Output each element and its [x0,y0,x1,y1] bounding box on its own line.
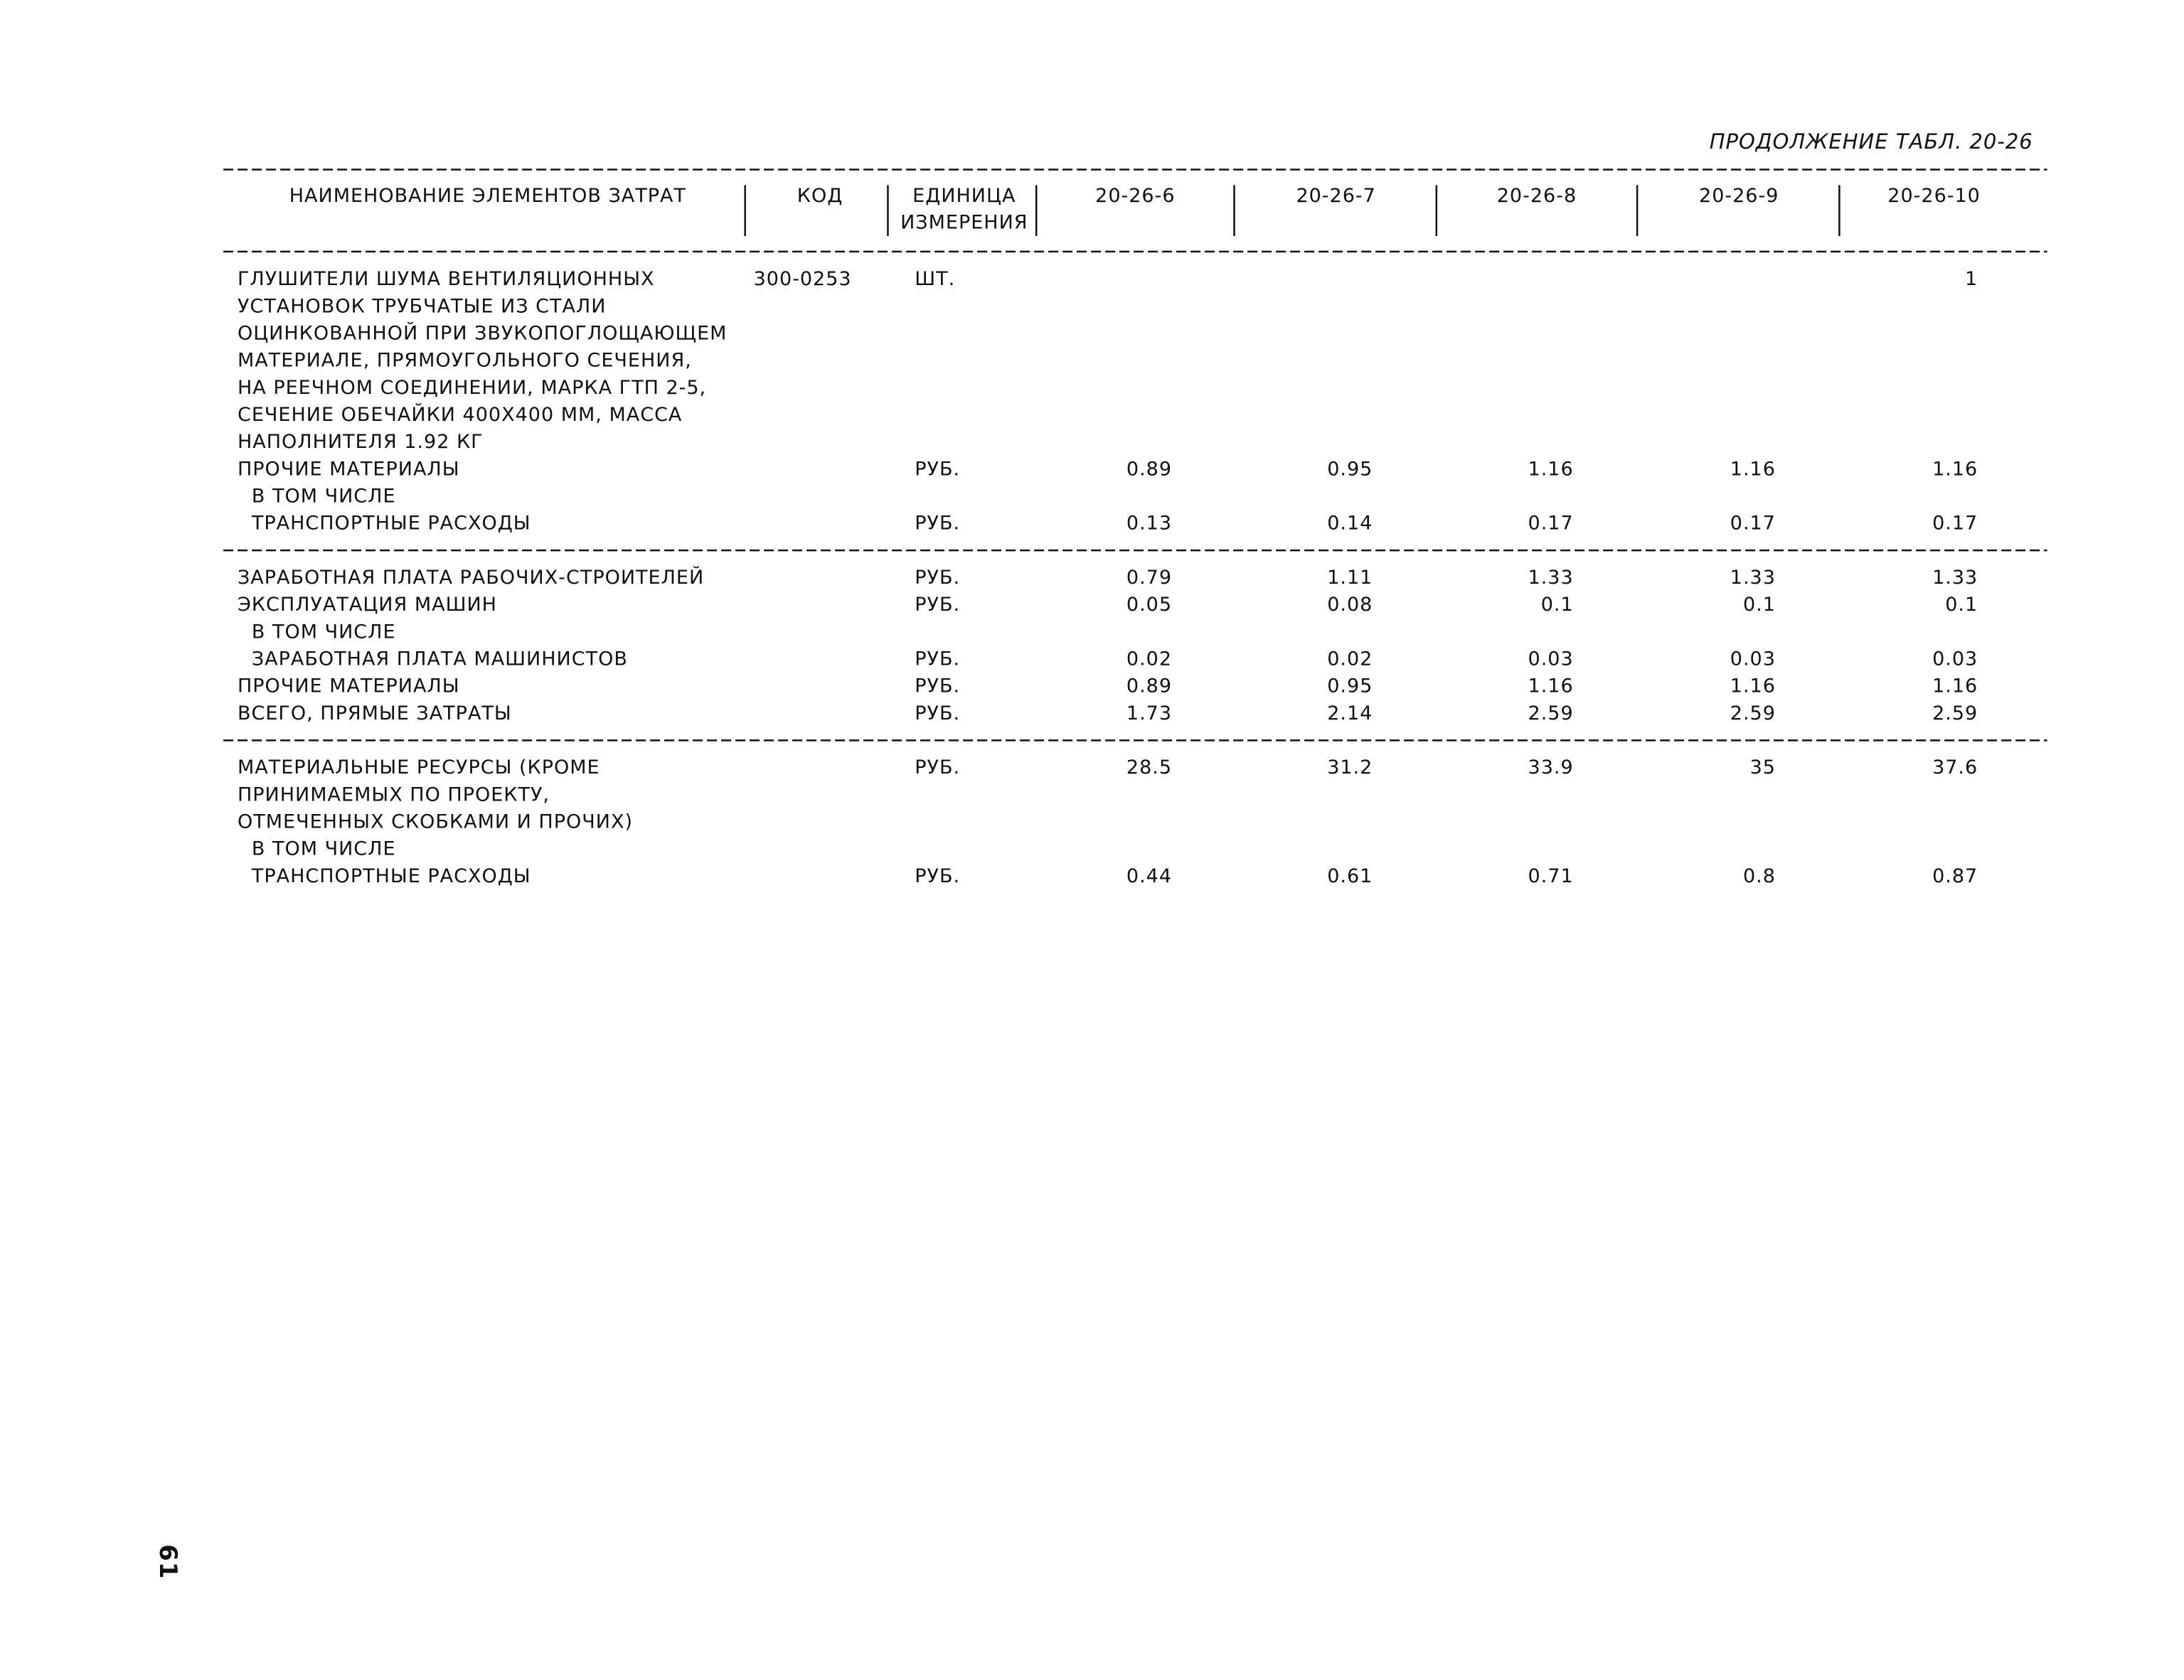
value: 0.03 [1528,648,1574,670]
column-header: 20-26-9 [1699,185,1779,207]
item-name: В ТОМ ЧИСЛЕ [252,838,396,860]
value: 0.14 [1327,513,1373,535]
header-unit: ИЗМЕРЕНИЯ [900,212,1028,234]
value: 0.95 [1327,458,1373,480]
unit: РУБ. [915,675,960,697]
item-name: ВСЕГО, ПРЯМЫЕ ЗАТРАТЫ [238,702,512,724]
item-name: В ТОМ ЧИСЛЕ [252,485,396,507]
value: 1.33 [1730,567,1776,589]
column-header: 20-26-7 [1296,185,1375,207]
value: 1.16 [1528,675,1574,697]
value: 1.11 [1327,567,1373,589]
value: 0.79 [1126,567,1172,589]
unit: РУБ. [915,458,960,480]
item-name: ГЛУШИТЕЛИ ШУМА ВЕНТИЛЯЦИОННЫХ [238,268,655,290]
item-name: ТРАНСПОРТНЫЕ РАСХОДЫ [251,513,531,535]
code: 300-0253 [754,268,852,290]
value: 1.16 [1528,458,1574,480]
value: 35 [1750,756,1776,779]
unit: РУБ. [915,865,960,887]
item-name: ОЦИНКОВАННОЙ ПРИ ЗВУКОПОГЛОЩАЮЩЕМ [238,321,727,344]
unit: РУБ. [915,702,960,724]
header-code: КОД [797,185,843,207]
value: 1 [1965,268,1978,290]
unit: ШТ. [915,268,955,290]
value: 31.2 [1327,756,1373,779]
item-name: ПРОЧИЕ МАТЕРИАЛЫ [238,675,460,697]
value: 28.5 [1126,756,1172,779]
value: 1.16 [1932,458,1978,480]
item-name: УСТАНОВОК ТРУБЧАТЫЕ ИЗ СТАЛИ [238,295,606,317]
value: 2.59 [1528,702,1574,724]
column-header: 20-26-8 [1497,185,1577,207]
value: 1.16 [1730,458,1776,480]
value: 0.1 [1945,594,1978,616]
value: 37.6 [1932,756,1978,779]
item-name: ПРИНИМАЕМЫХ ПО ПРОЕКТУ, [238,783,550,806]
value: 0.08 [1327,594,1373,616]
column-header: 20-26-6 [1095,185,1175,207]
value: 0.13 [1126,513,1172,535]
value: 1.33 [1932,567,1978,589]
item-name: МАТЕРИАЛЬНЫЕ РЕСУРСЫ (КРОМЕ [238,756,600,779]
item-name: ЗАРАБОТНАЯ ПЛАТА МАШИНИСТОВ [252,648,628,670]
item-name: ЭКСПЛУАТАЦИЯ МАШИН [238,594,497,616]
value: 0.03 [1932,648,1978,670]
item-name: МАТЕРИАЛЕ, ПРЯМОУГОЛЬНОГО СЕЧЕНИЯ, [238,350,692,372]
unit: РУБ. [915,513,960,535]
column-header: 20-26-10 [1887,185,1981,207]
header-unit: ЕДИНИЦА [912,185,1016,207]
value: 1.33 [1528,567,1574,589]
value: 33.9 [1528,756,1574,779]
value: 1.73 [1126,702,1172,724]
value: 0.17 [1730,513,1776,535]
value: 2.14 [1327,702,1373,724]
item-name: НА РЕЕЧНОМ СОЕДИНЕНИИ, МАРКА ГТП 2-5, [238,377,706,399]
value: 0.87 [1932,865,1978,887]
page-number: 61 [154,1544,182,1579]
value: 0.44 [1126,865,1172,887]
item-name: НАПОЛНИТЕЛЯ 1.92 КГ [238,431,484,453]
unit: РУБ. [915,648,960,670]
value: 0.71 [1528,865,1574,887]
item-name: СЕЧЕНИЕ ОБЕЧАЙКИ 400Х400 ММ, МАССА [238,403,682,426]
value: 0.03 [1730,648,1776,670]
value: 0.95 [1327,675,1373,697]
value: 0.05 [1126,594,1172,616]
unit: РУБ. [915,756,960,779]
item-name: ТРАНСПОРТНЫЕ РАСХОДЫ [251,865,531,887]
item-name: ОТМЕЧЕННЫХ СКОБКАМИ И ПРОЧИХ) [238,811,633,833]
value: 0.1 [1541,594,1574,616]
value: 1.16 [1932,675,1978,697]
item-name: В ТОМ ЧИСЛЕ [252,621,396,643]
value: 1.16 [1730,675,1776,697]
value: 0.8 [1743,865,1776,887]
value: 0.17 [1932,513,1978,535]
value: 0.02 [1126,648,1172,670]
value: 2.59 [1730,702,1776,724]
header-name: НАИМЕНОВАНИЕ ЭЛЕМЕНТОВ ЗАТРАТ [289,185,686,207]
value: 0.17 [1528,513,1574,535]
value: 2.59 [1932,702,1978,724]
value: 0.1 [1743,594,1776,616]
unit: РУБ. [915,594,960,616]
value: 0.61 [1327,865,1373,887]
item-name: ЗАРАБОТНАЯ ПЛАТА РАБОЧИХ-СТРОИТЕЛЕЙ [238,566,704,589]
value: 0.89 [1126,675,1172,697]
unit: РУБ. [915,567,960,589]
caption: ПРОДОЛЖЕНИЕ ТАБЛ. 20-26 [1710,129,2033,154]
item-name: ПРОЧИЕ МАТЕРИАЛЫ [238,458,460,480]
value: 0.02 [1327,648,1373,670]
value: 0.89 [1126,458,1172,480]
